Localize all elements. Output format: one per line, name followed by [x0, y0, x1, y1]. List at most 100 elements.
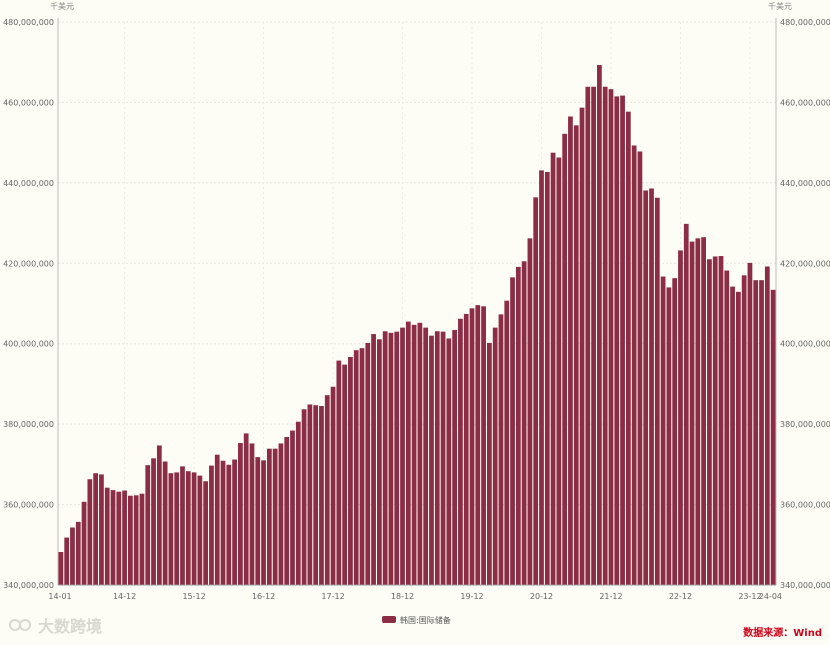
bar[interactable] [191, 472, 197, 585]
bar[interactable] [284, 437, 290, 585]
bar[interactable] [405, 321, 411, 585]
bar[interactable] [255, 457, 261, 585]
bar[interactable] [185, 471, 191, 585]
bar[interactable] [440, 331, 446, 585]
bar[interactable] [452, 330, 458, 585]
bar[interactable] [689, 241, 695, 585]
bar[interactable] [481, 306, 486, 585]
bar[interactable] [487, 342, 492, 585]
bar[interactable] [400, 327, 405, 585]
bar[interactable] [307, 404, 313, 585]
bar[interactable] [747, 262, 753, 585]
bar[interactable] [353, 350, 359, 585]
bar[interactable] [730, 286, 735, 585]
bar[interactable] [510, 277, 515, 585]
bar[interactable] [608, 89, 614, 585]
bar[interactable] [458, 318, 463, 585]
legend[interactable]: 韩国:国际储备 [382, 615, 451, 625]
bar[interactable] [562, 133, 568, 586]
bar[interactable] [602, 86, 608, 585]
bar[interactable] [324, 395, 330, 585]
bar[interactable] [365, 342, 371, 585]
bar[interactable] [504, 300, 510, 585]
bar[interactable] [70, 527, 75, 585]
bar[interactable] [313, 405, 319, 585]
bar[interactable] [683, 223, 689, 585]
bar[interactable] [99, 474, 104, 585]
bar[interactable] [741, 275, 747, 585]
bar[interactable] [625, 111, 631, 586]
bar[interactable] [81, 501, 87, 585]
bar[interactable] [58, 552, 64, 585]
bar[interactable] [469, 308, 475, 585]
bar[interactable] [145, 465, 151, 585]
bar[interactable] [301, 409, 307, 585]
bar[interactable] [249, 443, 255, 585]
bar[interactable] [238, 443, 243, 585]
bar[interactable] [678, 250, 683, 586]
bar[interactable] [278, 443, 284, 585]
bar[interactable] [666, 287, 672, 585]
bar[interactable] [156, 445, 162, 585]
bar[interactable] [87, 479, 93, 585]
bar[interactable] [568, 116, 573, 586]
bar[interactable] [695, 238, 701, 585]
bar[interactable] [214, 454, 220, 585]
bar[interactable] [707, 259, 712, 585]
bar[interactable] [544, 172, 550, 585]
bar[interactable] [753, 280, 759, 585]
bar[interactable] [272, 448, 278, 585]
bar[interactable] [550, 152, 556, 585]
bar[interactable] [463, 313, 469, 585]
bar[interactable] [226, 464, 232, 585]
bar[interactable] [180, 466, 185, 585]
bar[interactable] [203, 481, 209, 585]
bar[interactable] [585, 86, 591, 585]
bar[interactable] [672, 278, 678, 585]
bar[interactable] [527, 238, 533, 585]
bar[interactable] [556, 157, 562, 585]
bar[interactable] [597, 65, 602, 585]
bar[interactable] [770, 289, 776, 585]
bar[interactable] [75, 521, 81, 585]
bar[interactable] [376, 339, 382, 585]
bar[interactable] [342, 364, 347, 585]
bar[interactable] [197, 475, 203, 585]
bar[interactable] [417, 322, 423, 585]
bar[interactable] [394, 331, 400, 585]
bar[interactable] [614, 96, 620, 586]
bar[interactable] [319, 406, 324, 585]
bar[interactable] [654, 197, 660, 586]
bar[interactable] [122, 490, 127, 586]
bar[interactable] [64, 537, 70, 585]
bar[interactable] [579, 107, 585, 585]
bar[interactable] [128, 495, 133, 585]
bar[interactable] [724, 270, 730, 585]
bar[interactable] [620, 95, 625, 585]
bar[interactable] [359, 348, 365, 585]
bar[interactable] [434, 331, 440, 585]
bar[interactable] [735, 291, 741, 585]
bar[interactable] [475, 305, 481, 585]
bar[interactable] [139, 493, 145, 585]
bar[interactable] [712, 256, 718, 585]
bar[interactable] [261, 460, 266, 585]
bar[interactable] [533, 197, 539, 585]
bar[interactable] [243, 433, 249, 585]
bar[interactable] [411, 324, 417, 585]
bar[interactable] [631, 145, 637, 585]
bar[interactable] [371, 334, 376, 585]
bar[interactable] [168, 473, 174, 585]
bar[interactable] [591, 86, 596, 585]
bar[interactable] [521, 261, 527, 585]
bar[interactable] [764, 266, 770, 586]
bar[interactable] [429, 335, 434, 585]
bar[interactable] [637, 151, 643, 586]
bar[interactable] [110, 490, 116, 585]
bar[interactable] [330, 386, 336, 585]
bar[interactable] [295, 421, 301, 585]
bar[interactable] [209, 465, 214, 585]
bar[interactable] [660, 276, 666, 585]
bar[interactable] [232, 459, 237, 585]
bar[interactable] [382, 331, 388, 585]
